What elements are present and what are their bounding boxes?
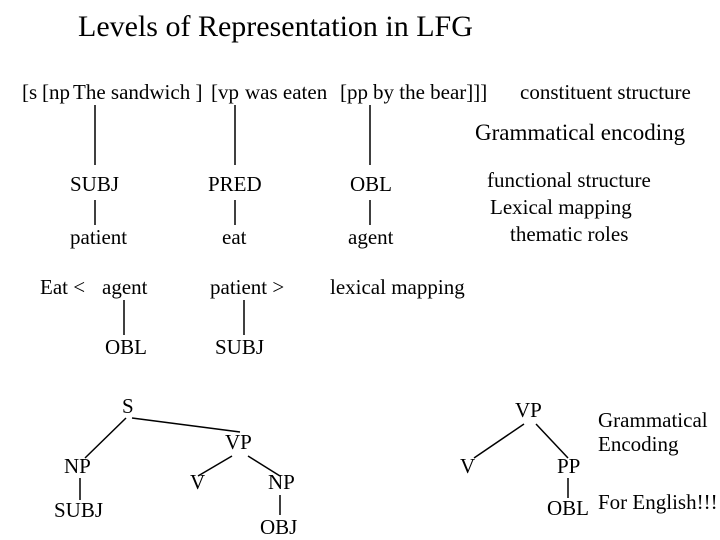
for-english: For English!!! xyxy=(598,490,718,515)
agent2: agent xyxy=(102,275,147,300)
lexical-mapping-right: Lexical mapping xyxy=(490,195,632,220)
thematic-roles-label: thematic roles xyxy=(510,222,628,247)
grammatical-encoding-label: Grammatical encoding xyxy=(475,120,685,146)
subj-label: SUBJ xyxy=(70,172,119,197)
tree1-vp: VP xyxy=(225,430,252,455)
title: Levels of Representation in LFG xyxy=(78,10,473,44)
patient-label: patient xyxy=(70,225,127,250)
vp-text: was eaten xyxy=(245,80,327,105)
bracket-np: [np xyxy=(42,80,70,105)
np-text: The sandwich ] xyxy=(73,80,202,105)
tree1-obj: OBJ xyxy=(260,515,297,540)
tree2-v: V xyxy=(460,454,475,479)
tree1-subj: SUBJ xyxy=(54,498,103,523)
tree2-obl: OBL xyxy=(547,496,589,521)
grammatical-encoding2a: Grammatical xyxy=(598,408,708,433)
agent-label: agent xyxy=(348,225,393,250)
bracket-vp: [vp xyxy=(211,80,239,105)
subj2: SUBJ xyxy=(215,335,264,360)
lexical-mapping: lexical mapping xyxy=(330,275,465,300)
tree2-vp: VP xyxy=(515,398,542,423)
tree1-s: S xyxy=(122,394,134,419)
eat-lt: Eat < xyxy=(40,275,85,300)
tree1-np: NP xyxy=(64,454,91,479)
bracket-pp: [pp xyxy=(340,80,368,105)
eat-label: eat xyxy=(222,225,246,250)
pp-text: by the bear]]] xyxy=(373,80,487,105)
functional-structure-label: functional structure xyxy=(487,168,651,193)
constituent-structure-label: constituent structure xyxy=(520,80,691,105)
obl2: OBL xyxy=(105,335,147,360)
grammatical-encoding2b: Encoding xyxy=(598,432,678,457)
pred-label: PRED xyxy=(208,172,262,197)
bracket-s: [s xyxy=(22,80,37,105)
page: Levels of Representation in LFG [s [np T… xyxy=(0,0,720,540)
patient-gt: patient > xyxy=(210,275,284,300)
obl-label: OBL xyxy=(350,172,392,197)
tree2-pp: PP xyxy=(557,454,580,479)
tree1-v: V xyxy=(190,470,205,495)
tree1-np2: NP xyxy=(268,470,295,495)
